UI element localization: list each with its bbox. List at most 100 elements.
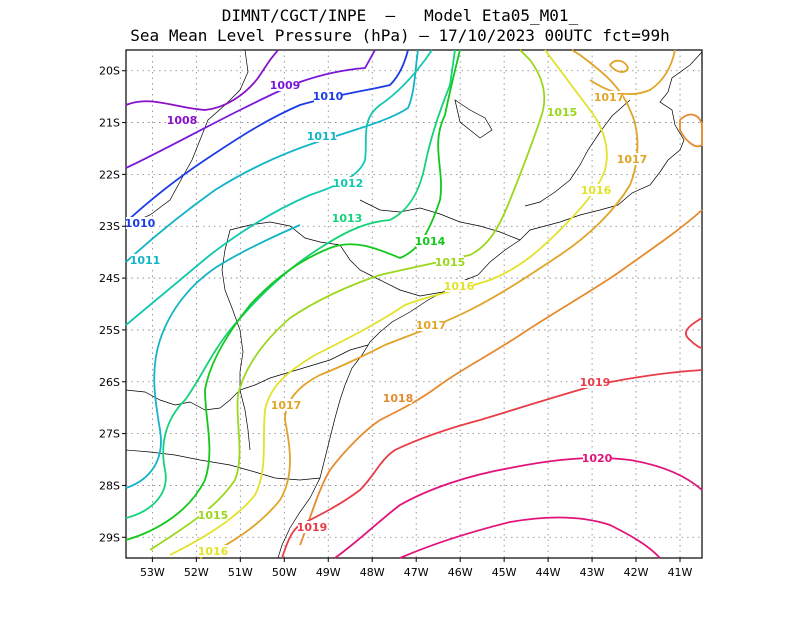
isobar-label: 1013 <box>332 212 363 225</box>
isobar-1018 <box>299 209 703 546</box>
isobar-1017-b <box>589 49 676 95</box>
isobar-label-background <box>308 130 336 142</box>
lat-tick-label: 29S <box>99 531 120 544</box>
isobar-label-background <box>199 509 227 521</box>
figure-title-line2: Sea Mean Level Pressure (hPa) – 17/10/20… <box>130 26 670 45</box>
isobar-label-background <box>168 114 196 126</box>
isobar-label: 1011 <box>130 254 161 267</box>
lat-tick-label: 21S <box>99 117 120 130</box>
lon-tick-label: 48W <box>360 566 385 579</box>
isobar-1020-edge <box>685 317 703 349</box>
coastlines-and-borders <box>125 49 703 559</box>
latitude-labels: 20S 21S 22S 23S 24S 25S 26S 27S 28S 29S <box>99 65 126 544</box>
lat-tick-label: 22S <box>99 168 120 181</box>
isobar-label-background <box>126 217 154 229</box>
isobars <box>125 49 703 559</box>
isobar-1011-b <box>125 224 301 489</box>
lon-tick-label: 42W <box>624 566 649 579</box>
lon-tick-label: 46W <box>448 566 473 579</box>
isobar-label-background <box>445 280 473 292</box>
isobar-1010 <box>125 49 409 223</box>
isobar-labels: 1008 1009 1010 1010 1011 1011 1012 1013 1014 1015… <box>125 79 648 558</box>
isobar-1009 <box>125 49 376 169</box>
lat-tick-label: 27S <box>99 428 120 441</box>
isobar-label: 1010 <box>313 90 344 103</box>
graticule <box>126 50 702 558</box>
state-border-sc-rs <box>125 449 321 481</box>
isobar-label: 1016 <box>198 545 229 558</box>
lon-tick-label: 51W <box>228 566 253 579</box>
isobar-label: 1017 <box>617 153 648 166</box>
isobar-label-background <box>416 235 444 247</box>
state-border-mg-sp <box>125 49 249 226</box>
isobar-1008 <box>125 49 279 111</box>
lat-tick-label: 28S <box>99 479 120 492</box>
lon-tick-label: 53W <box>140 566 165 579</box>
lon-tick-label: 41W <box>668 566 693 579</box>
lon-tick-label: 43W <box>580 566 605 579</box>
isobar-1016 <box>169 49 608 556</box>
isobar-label-background <box>582 184 610 196</box>
isobar-label-background <box>199 545 227 557</box>
isobar-label-background <box>272 399 300 411</box>
isobar-label: 1010 <box>125 217 156 230</box>
figure-title-line1: DIMNT/CGCT/INPE – Model Eta05_M01_ <box>221 6 579 25</box>
isobar-label-background <box>333 212 361 224</box>
state-border-sp-pr <box>229 221 444 297</box>
longitude-labels: 53W 52W 51W 50W 49W 48W 47W 46W 45W 44W 43W 42W 41W <box>140 558 693 579</box>
state-border-sp-rj <box>359 199 521 241</box>
isobar-label: 1012 <box>333 177 364 190</box>
isobar-label: 1008 <box>167 114 198 127</box>
isobar-label-background <box>583 452 611 464</box>
lon-tick-label: 45W <box>492 566 517 579</box>
isobar-label-background <box>314 90 342 102</box>
isobar-1021 <box>399 516 661 559</box>
isobar-label: 1017 <box>271 399 302 412</box>
isobar-label: 1015 <box>547 106 578 119</box>
isobar-1019 <box>281 369 703 559</box>
isobar-label-background <box>436 256 464 268</box>
lat-tick-label: 23S <box>99 220 120 233</box>
isobar-label-background <box>618 153 646 165</box>
isobar-label: 1011 <box>307 130 338 143</box>
isobar-1017-c <box>608 59 629 73</box>
lat-tick-label: 24S <box>99 272 120 285</box>
isobar-label: 1014 <box>415 235 446 248</box>
isobar-label: 1009 <box>270 79 301 92</box>
isobar-label: 1019 <box>297 521 328 534</box>
lat-tick-label: 20S <box>99 65 120 78</box>
isobar-1015 <box>149 49 546 551</box>
isobar-1017-a <box>199 49 639 559</box>
isobar-label-background <box>548 106 576 118</box>
isobar-1013 <box>125 49 456 519</box>
lon-tick-label: 49W <box>316 566 341 579</box>
lon-tick-label: 44W <box>536 566 561 579</box>
isobar-1017-d <box>679 113 703 148</box>
coastline <box>277 51 703 559</box>
lat-tick-label: 25S <box>99 324 120 337</box>
lon-tick-label: 47W <box>404 566 429 579</box>
isobar-label: 1018 <box>383 392 414 405</box>
isobar-label: 1020 <box>582 452 613 465</box>
isobar-label: 1019 <box>580 376 611 389</box>
isobar-label: 1015 <box>435 256 466 269</box>
isobar-label-background <box>334 177 362 189</box>
state-border-pr-sc <box>239 344 369 391</box>
isobar-1011-a <box>125 49 419 263</box>
isobar-label: 1016 <box>444 280 475 293</box>
map-frame <box>125 49 703 559</box>
isobar-label-background <box>581 376 609 388</box>
isobar-label-background <box>595 91 623 103</box>
state-border-es <box>524 99 631 207</box>
isobar-label-background <box>271 79 299 91</box>
isobar-label: 1015 <box>198 509 229 522</box>
isobar-1020 <box>334 457 703 559</box>
lon-tick-label: 52W <box>184 566 209 579</box>
isobar-label-background <box>384 392 412 404</box>
isobar-label-background <box>417 319 445 331</box>
isobar-label-background <box>298 521 326 533</box>
lat-tick-label: 26S <box>99 376 120 389</box>
isobar-label: 1016 <box>581 184 612 197</box>
